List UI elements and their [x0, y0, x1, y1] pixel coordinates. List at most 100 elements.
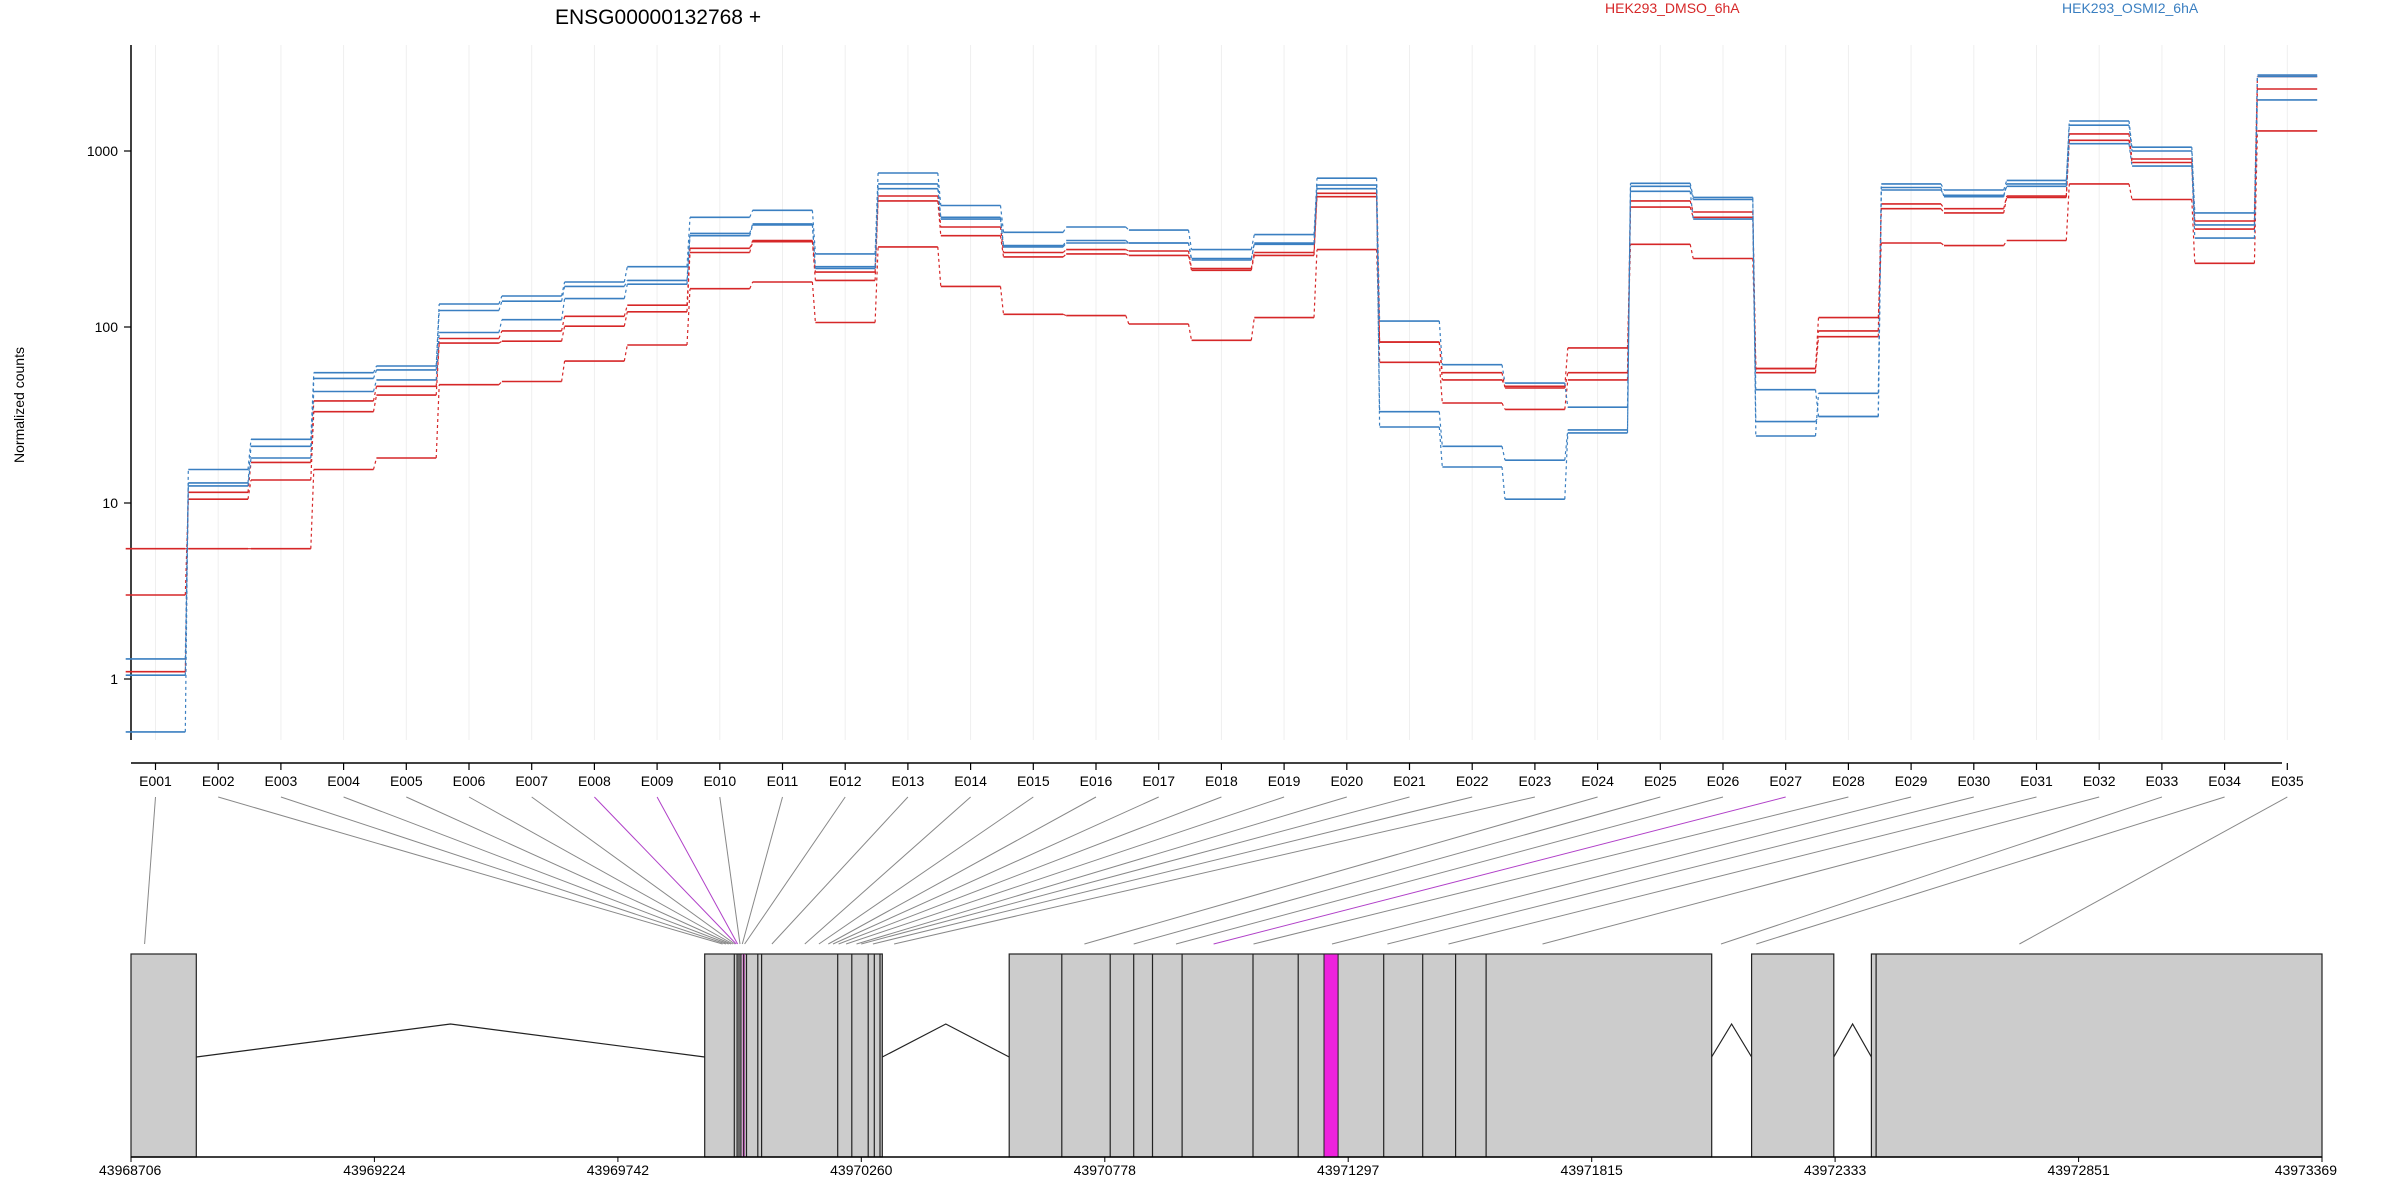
- exon-transition: [1125, 249, 1130, 252]
- exon-transition: [1814, 389, 1820, 417]
- y-ticks: 1 10 100 1000: [87, 143, 131, 687]
- exon-tick-label: E002: [202, 773, 235, 789]
- exon-connector: [719, 796, 741, 945]
- exon-transition: [749, 281, 754, 289]
- exon-transition: [310, 411, 315, 481]
- exon-transition: [1689, 200, 1694, 213]
- gene-model: [130, 953, 2323, 1158]
- exon-transition: [623, 280, 628, 287]
- exon-transition: [1250, 252, 1255, 269]
- exon-transition: [623, 305, 628, 317]
- exon-transition: [937, 200, 942, 236]
- exon-transition: [498, 295, 503, 305]
- exon-tick-label: E004: [327, 773, 360, 789]
- exon-connector: [1253, 796, 1849, 945]
- intron-line: [196, 1023, 705, 1058]
- exon-transition: [498, 301, 503, 311]
- exon-tick-label: E030: [1957, 773, 1990, 789]
- exon-transition: [1313, 249, 1318, 318]
- exon-tick-label: E016: [1080, 773, 1113, 789]
- exon-transition: [1564, 429, 1569, 461]
- exon-transition: [2128, 125, 2133, 152]
- exon-transition: [498, 319, 503, 333]
- exon-transition: [2191, 150, 2196, 225]
- exon-transition: [1689, 244, 1694, 259]
- exon-tick-label: E013: [892, 773, 925, 789]
- exon-transition: [1313, 193, 1318, 253]
- exon-block: [130, 953, 197, 1158]
- exon-tick-label: E034: [2208, 773, 2241, 789]
- exon-transition: [999, 205, 1005, 233]
- exon-transition: [1877, 189, 1882, 417]
- exon-transition: [1187, 255, 1193, 271]
- genome-tick-label: 43970778: [1074, 1162, 1137, 1178]
- exon-transition: [2065, 125, 2070, 184]
- exon-transition: [1250, 317, 1255, 341]
- exon-transition: [435, 384, 440, 459]
- exon-transition: [1752, 199, 1757, 422]
- exon-tick-label: E027: [1769, 773, 1802, 789]
- exon-transition: [1814, 330, 1820, 369]
- exon-transition: [372, 379, 378, 392]
- exon-transition: [1940, 189, 1945, 196]
- exon-transition: [1940, 183, 1945, 191]
- exon-connector: [1387, 796, 1974, 945]
- exon-transition: [999, 219, 1005, 247]
- exon-transition: [2003, 180, 2008, 191]
- exon-transition: [1187, 323, 1193, 341]
- exon-transition: [1752, 219, 1757, 390]
- exon-transition: [1438, 426, 1443, 468]
- exon-transition: [2128, 143, 2133, 167]
- exon-transition: [811, 210, 816, 254]
- exon-transition: [1062, 253, 1067, 258]
- exon-transition: [1438, 362, 1443, 404]
- exon-transition: [874, 246, 879, 323]
- genome-tick-label: 43970260: [830, 1162, 893, 1178]
- exon-transition: [1814, 416, 1820, 422]
- exon-connector: [861, 796, 1410, 945]
- exon-tick-label: E018: [1205, 773, 1238, 789]
- exon-transition: [1376, 188, 1381, 428]
- exon-transition: [435, 343, 440, 396]
- exon-transition: [2128, 183, 2133, 200]
- exon-transition: [1501, 446, 1506, 461]
- exon-transition: [1062, 226, 1067, 233]
- exon-connector: [828, 796, 1097, 945]
- exon-connector: [856, 796, 1347, 945]
- exon-transition: [1564, 379, 1569, 410]
- exon-tick-label: E024: [1581, 773, 1614, 789]
- exon-connector: [771, 796, 909, 945]
- exon-transition: [561, 286, 566, 302]
- exon-transition: [498, 330, 503, 339]
- exon-transition: [2128, 120, 2133, 148]
- exon-transition: [1187, 230, 1193, 250]
- exon-connector: [832, 796, 1159, 945]
- exon-connector: [1084, 796, 1598, 945]
- exon-transition: [184, 482, 189, 659]
- exon-transition: [498, 340, 503, 344]
- exon-tick-label: E022: [1456, 773, 1489, 789]
- exon-connector: [804, 796, 971, 945]
- exon-transition: [2253, 99, 2258, 239]
- exon-block: [1008, 953, 1713, 1158]
- exon-connector: [144, 796, 156, 945]
- exon-tick-label: E009: [641, 773, 674, 789]
- exon-transition: [623, 266, 628, 283]
- y-tick-label: 1: [110, 671, 118, 687]
- exon-transition: [184, 485, 189, 676]
- exon-tick-label: E031: [2020, 773, 2053, 789]
- exon-transition: [1250, 244, 1255, 259]
- exon-transition: [1187, 250, 1193, 269]
- exon-transition: [435, 332, 440, 380]
- exon-tick-label: E010: [703, 773, 736, 789]
- exon-connector: [1720, 796, 2163, 945]
- exon-transition: [874, 183, 879, 267]
- exon-tick-label: E014: [954, 773, 987, 789]
- exon-connector: [406, 796, 732, 945]
- exon-transition: [1250, 234, 1255, 250]
- exon-transition: [686, 235, 691, 285]
- exon-transition: [1501, 372, 1506, 389]
- exon-transition: [247, 446, 252, 483]
- genome-tick-label: 43971297: [1317, 1162, 1380, 1178]
- exon-transition: [1564, 347, 1569, 387]
